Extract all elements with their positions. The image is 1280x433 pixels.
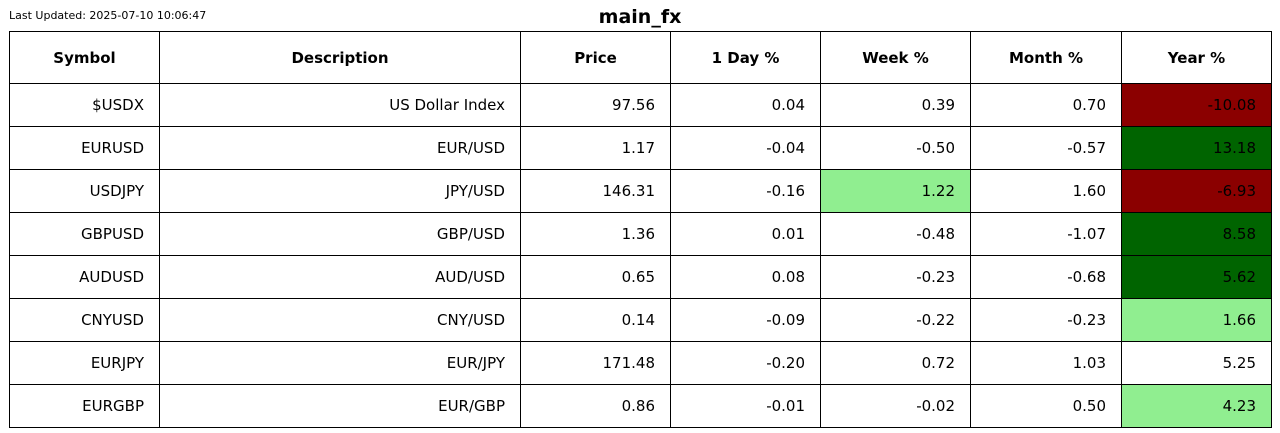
table-row: GBPUSD GBP/USD 1.36 0.01 -0.48 -1.07 8.58: [9, 212, 1272, 256]
column-header-symbol: Symbol: [9, 31, 160, 84]
cell-week-pct: -0.48: [820, 212, 971, 256]
cell-year-pct: 13.18: [1121, 126, 1272, 170]
column-header-year-pct: Year %: [1121, 31, 1272, 84]
cell-description: GBP/USD: [159, 212, 521, 256]
table-row: CNYUSD CNY/USD 0.14 -0.09 -0.22 -0.23 1.66: [9, 298, 1272, 342]
cell-month-pct: 0.50: [970, 384, 1122, 428]
cell-month-pct: 1.03: [970, 341, 1122, 385]
fx-table: Symbol Description Price 1 Day % Week % …: [9, 31, 1272, 428]
cell-week-pct: 0.39: [820, 83, 971, 127]
cell-day-pct: -0.09: [670, 298, 821, 342]
cell-day-pct: -0.01: [670, 384, 821, 428]
cell-week-pct: 1.22: [820, 169, 971, 213]
cell-month-pct: -0.57: [970, 126, 1122, 170]
cell-description: JPY/USD: [159, 169, 521, 213]
table-row: EURUSD EUR/USD 1.17 -0.04 -0.50 -0.57 13.18: [9, 126, 1272, 170]
column-header-week-pct: Week %: [820, 31, 971, 84]
cell-day-pct: 0.01: [670, 212, 821, 256]
cell-symbol: EURJPY: [9, 341, 160, 385]
cell-month-pct: -1.07: [970, 212, 1122, 256]
cell-price: 1.17: [520, 126, 671, 170]
table-body: $USDX US Dollar Index 97.56 0.04 0.39 0.70 -10…: [9, 83, 1272, 428]
cell-day-pct: -0.16: [670, 169, 821, 213]
cell-week-pct: -0.02: [820, 384, 971, 428]
cell-price: 0.86: [520, 384, 671, 428]
table-header-row: Symbol Description Price 1 Day % Week % …: [9, 31, 1272, 84]
cell-month-pct: -0.23: [970, 298, 1122, 342]
table-title: main_fx: [598, 6, 682, 28]
column-header-day-pct: 1 Day %: [670, 31, 821, 84]
table-row: EURJPY EUR/JPY 171.48 -0.20 0.72 1.03 5.25: [9, 341, 1272, 385]
column-header-description: Description: [159, 31, 521, 84]
cell-price: 171.48: [520, 341, 671, 385]
cell-description: AUD/USD: [159, 255, 521, 299]
cell-year-pct: 5.25: [1121, 341, 1272, 385]
cell-week-pct: 0.72: [820, 341, 971, 385]
table-row: EURGBP EUR/GBP 0.86 -0.01 -0.02 0.50 4.23: [9, 384, 1272, 428]
cell-year-pct: 4.23: [1121, 384, 1272, 428]
table-row: AUDUSD AUD/USD 0.65 0.08 -0.23 -0.68 5.62: [9, 255, 1272, 299]
cell-year-pct: 5.62: [1121, 255, 1272, 299]
cell-price: 1.36: [520, 212, 671, 256]
cell-symbol: $USDX: [9, 83, 160, 127]
cell-week-pct: -0.50: [820, 126, 971, 170]
cell-description: US Dollar Index: [159, 83, 521, 127]
cell-year-pct: 1.66: [1121, 298, 1272, 342]
cell-month-pct: 1.60: [970, 169, 1122, 213]
cell-symbol: AUDUSD: [9, 255, 160, 299]
cell-price: 0.14: [520, 298, 671, 342]
cell-day-pct: -0.20: [670, 341, 821, 385]
cell-month-pct: -0.68: [970, 255, 1122, 299]
cell-year-pct: 8.58: [1121, 212, 1272, 256]
cell-description: EUR/GBP: [159, 384, 521, 428]
cell-symbol: GBPUSD: [9, 212, 160, 256]
cell-symbol: CNYUSD: [9, 298, 160, 342]
cell-price: 146.31: [520, 169, 671, 213]
column-header-price: Price: [520, 31, 671, 84]
cell-price: 97.56: [520, 83, 671, 127]
cell-description: CNY/USD: [159, 298, 521, 342]
last-updated-timestamp: Last Updated: 2025-07-10 10:06:47: [9, 9, 207, 22]
cell-description: EUR/JPY: [159, 341, 521, 385]
cell-year-pct: -10.08: [1121, 83, 1272, 127]
cell-month-pct: 0.70: [970, 83, 1122, 127]
cell-price: 0.65: [520, 255, 671, 299]
cell-week-pct: -0.22: [820, 298, 971, 342]
column-header-month-pct: Month %: [970, 31, 1122, 84]
cell-description: EUR/USD: [159, 126, 521, 170]
cell-day-pct: -0.04: [670, 126, 821, 170]
cell-day-pct: 0.08: [670, 255, 821, 299]
cell-symbol: EURGBP: [9, 384, 160, 428]
cell-week-pct: -0.23: [820, 255, 971, 299]
cell-symbol: USDJPY: [9, 169, 160, 213]
table-row: USDJPY JPY/USD 146.31 -0.16 1.22 1.60 -6.93: [9, 169, 1272, 213]
cell-symbol: EURUSD: [9, 126, 160, 170]
cell-year-pct: -6.93: [1121, 169, 1272, 213]
table-row: $USDX US Dollar Index 97.56 0.04 0.39 0.70 -10…: [9, 83, 1272, 127]
cell-day-pct: 0.04: [670, 83, 821, 127]
